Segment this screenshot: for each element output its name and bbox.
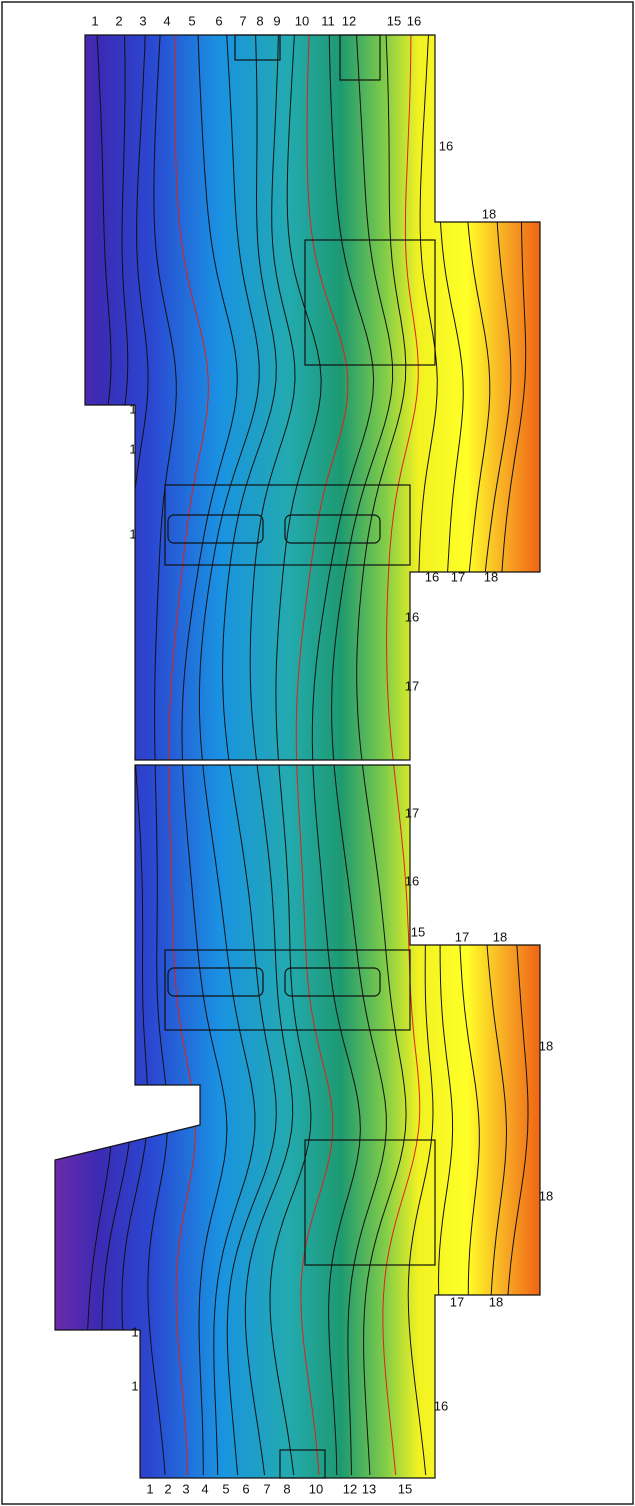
top-label: 8 — [256, 13, 263, 28]
side-label: 17 — [455, 929, 469, 944]
top-label: 15 — [387, 13, 401, 28]
side-label: 17 — [405, 678, 419, 693]
side-label: 18 — [539, 1038, 553, 1053]
bottom-label: 2 — [164, 1481, 171, 1496]
top-label: 9 — [273, 13, 280, 28]
top-label: 10 — [295, 13, 309, 28]
side-label: 17 — [451, 569, 465, 584]
top-label: 5 — [188, 13, 195, 28]
side-label: 16 — [425, 569, 439, 584]
side-label: 18 — [482, 206, 496, 221]
top-label: 11 — [321, 13, 335, 28]
top-label: 1 — [91, 13, 98, 28]
top-label: 2 — [115, 13, 122, 28]
side-label: 1 — [129, 526, 136, 541]
top-label: 3 — [139, 13, 146, 28]
profile — [50, 30, 550, 1485]
side-label: 17 — [450, 1294, 464, 1309]
bottom-label: 13 — [362, 1481, 376, 1496]
side-label: 18 — [493, 929, 507, 944]
side-label: 16 — [405, 873, 419, 888]
bottom-label: 1 — [146, 1481, 153, 1496]
top-label: 7 — [239, 13, 246, 28]
side-label: 18 — [489, 1294, 503, 1309]
top-label: 4 — [163, 13, 170, 28]
side-label: 15 — [411, 924, 425, 939]
top-label: 12 — [342, 13, 356, 28]
side-label: 1 — [131, 1378, 138, 1393]
bottom-label: 7 — [263, 1481, 270, 1496]
side-label: 18 — [484, 569, 498, 584]
side-label: 1 — [129, 441, 136, 456]
bottom-label: 4 — [201, 1481, 208, 1496]
bottom-label: 8 — [283, 1481, 290, 1496]
bottom-label: 3 — [182, 1481, 189, 1496]
side-label: 16 — [439, 138, 453, 153]
top-label: 6 — [215, 13, 222, 28]
bottom-label: 6 — [242, 1481, 249, 1496]
side-label: 17 — [405, 805, 419, 820]
top-label: 16 — [407, 13, 421, 28]
bottom-label: 12 — [343, 1481, 357, 1496]
bottom-label: 10 — [309, 1481, 323, 1496]
thermal-diagram: 1234567891011121516161811116171816171716… — [0, 0, 635, 1506]
bottom-label: 15 — [398, 1481, 412, 1496]
side-label: 16 — [434, 1398, 448, 1413]
bottom-label: 5 — [222, 1481, 229, 1496]
temperature-field — [50, 30, 550, 1485]
side-label: 1 — [129, 401, 136, 416]
side-label: 16 — [405, 609, 419, 624]
side-label: 18 — [539, 1188, 553, 1203]
side-label: 1 — [131, 1324, 138, 1339]
